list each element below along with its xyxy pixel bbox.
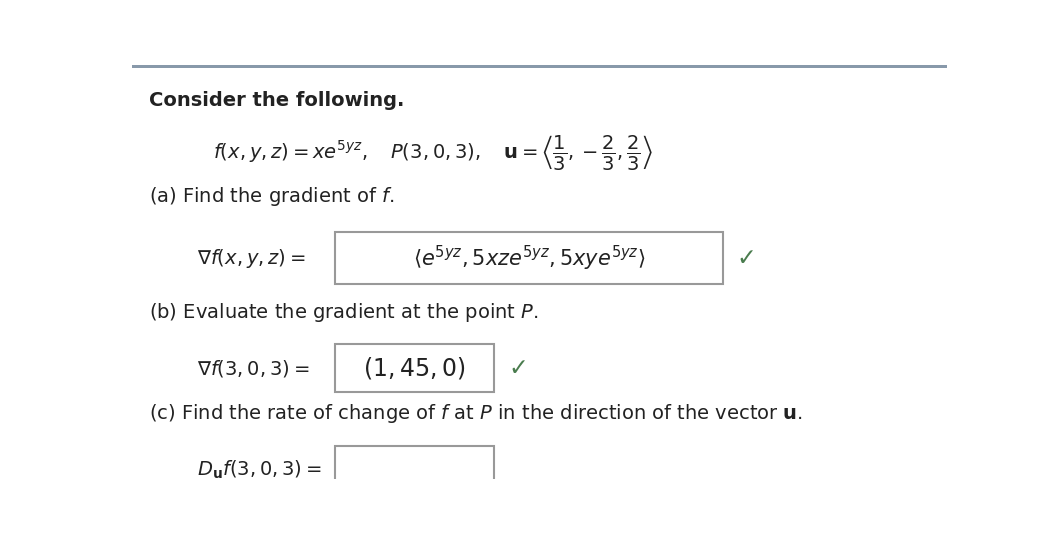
Text: (b) Evaluate the gradient at the point $P$.: (b) Evaluate the gradient at the point $… <box>149 301 539 324</box>
Text: $\nabla f(x, y, z) =$: $\nabla f(x, y, z) =$ <box>197 247 305 270</box>
Text: ✓: ✓ <box>508 356 528 380</box>
Text: (c) Find the rate of change of $f$ at $P$ in the direction of the vector $\mathb: (c) Find the rate of change of $f$ at $P… <box>149 402 804 425</box>
Text: ✓: ✓ <box>736 246 756 270</box>
Text: Consider the following.: Consider the following. <box>149 91 405 110</box>
Text: (a) Find the gradient of $f$.: (a) Find the gradient of $f$. <box>149 185 394 208</box>
Text: $(1,45,0)$: $(1,45,0)$ <box>364 355 466 381</box>
FancyBboxPatch shape <box>336 232 723 284</box>
Text: $\nabla f(3, 0, 3) =$: $\nabla f(3, 0, 3) =$ <box>197 358 309 379</box>
Bar <box>132 65 947 68</box>
FancyBboxPatch shape <box>336 344 494 392</box>
FancyBboxPatch shape <box>336 445 494 493</box>
Text: $D_{\mathbf{u}}f(3, 0, 3) =$: $D_{\mathbf{u}}f(3, 0, 3) =$ <box>197 458 322 480</box>
Text: $f(x, y, z) = xe^{5yz}, \quad P(3, 0, 3), \quad \mathbf{u} = \left\langle \dfrac: $f(x, y, z) = xe^{5yz}, \quad P(3, 0, 3)… <box>213 133 653 172</box>
Text: $\langle e^{5yz},5xze^{5yz},5xye^{5yz}\rangle$: $\langle e^{5yz},5xze^{5yz},5xye^{5yz}\r… <box>412 244 645 273</box>
